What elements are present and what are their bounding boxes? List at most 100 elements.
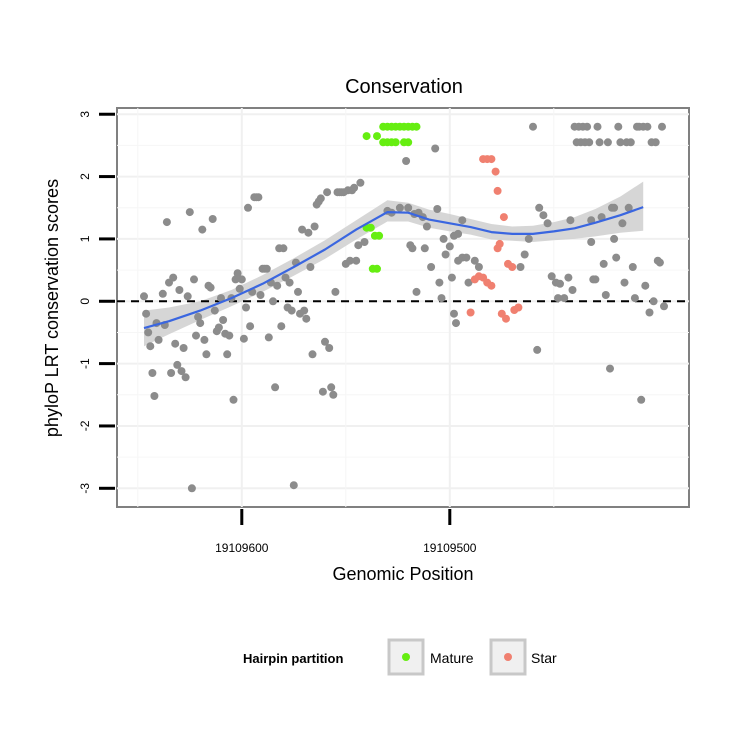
data-point-other [185, 208, 194, 217]
data-point-other [651, 138, 660, 147]
data-point-star [493, 186, 502, 195]
data-point-other [294, 287, 302, 296]
data-point-other [256, 291, 265, 299]
data-point-other [626, 138, 635, 147]
y-tick-label: -2 [78, 420, 92, 431]
data-point-mature [412, 122, 421, 131]
data-point-other [194, 312, 203, 321]
data-point-other [566, 216, 575, 225]
data-point-other [210, 306, 219, 315]
data-point-other [264, 333, 273, 342]
data-point-star [502, 314, 510, 323]
data-point-other [614, 122, 623, 131]
data-point-other [433, 205, 442, 213]
data-point-other [146, 342, 155, 351]
data-point-other [435, 278, 444, 287]
points-layer [140, 122, 668, 493]
data-point-mature [362, 132, 371, 141]
data-point-other [310, 222, 319, 231]
data-point-other [655, 258, 664, 267]
data-point-other [196, 319, 205, 328]
y-tick-label: 2 [78, 173, 92, 180]
data-point-other [402, 157, 411, 165]
data-point-other [206, 283, 215, 292]
y-axis-title: phyloP LRT conservation scores [42, 179, 62, 437]
data-point-other [144, 328, 153, 337]
data-point-other [470, 256, 479, 265]
data-point-other [350, 183, 359, 192]
data-point-other [181, 373, 190, 382]
data-point-other [520, 250, 529, 259]
data-point-other [612, 253, 621, 262]
data-point-other [271, 383, 280, 392]
data-point-other [658, 122, 666, 131]
data-point-other [158, 289, 167, 298]
data-point-other [200, 335, 209, 344]
smooth-line [143, 206, 644, 330]
smooth-line-layer [143, 206, 644, 330]
legend-label-star: Star [531, 650, 557, 666]
data-point-other [202, 350, 211, 359]
data-point-other [603, 138, 612, 147]
data-point-other [325, 344, 334, 352]
data-point-other [287, 306, 296, 315]
data-point-other [637, 395, 646, 404]
data-point-mature [391, 138, 400, 147]
legend-marker-mature [402, 653, 410, 661]
data-point-other [246, 322, 255, 331]
data-point-other [229, 395, 238, 404]
data-point-other [148, 369, 157, 377]
data-point-other [529, 122, 537, 131]
data-point-other [450, 309, 458, 318]
data-point-other [452, 319, 460, 328]
chart-title: Conservation [345, 76, 463, 98]
data-point-other [231, 275, 240, 284]
axes-layer: -3 -2 -1 0 1 2 3 19109600 19109500 [78, 111, 477, 555]
data-point-other [610, 203, 619, 212]
data-point-star [487, 155, 496, 164]
data-point-star [499, 213, 508, 222]
data-point-other [308, 350, 317, 359]
data-point-other [660, 302, 668, 311]
data-point-star [493, 244, 502, 253]
legend-marker-star [504, 653, 512, 661]
data-point-other [277, 322, 286, 331]
data-point-other [162, 218, 171, 227]
data-point-mature [366, 223, 375, 232]
data-point-other [601, 291, 610, 299]
data-point-other [616, 138, 625, 147]
data-point-other [618, 219, 627, 228]
data-point-other [641, 281, 650, 290]
data-point-other [237, 275, 246, 284]
data-point-mature [404, 138, 413, 147]
data-point-mature [373, 132, 381, 141]
data-point-other [630, 294, 639, 303]
data-point-other [591, 275, 600, 284]
data-point-other [318, 387, 327, 396]
data-point-other [404, 203, 413, 212]
data-point-other [208, 215, 217, 223]
data-point-other [595, 138, 604, 147]
data-point-other [599, 259, 608, 268]
data-point-other [395, 203, 404, 212]
data-point-other [583, 122, 592, 131]
data-point-other [306, 263, 315, 271]
data-point-other [356, 178, 365, 187]
data-point-other [412, 287, 421, 296]
data-point-other [329, 390, 338, 399]
data-point-other [142, 309, 151, 318]
data-point-star [470, 275, 479, 284]
data-point-other [556, 279, 564, 288]
data-point-other [547, 272, 556, 281]
legend-title: Hairpin partition [243, 651, 343, 666]
data-point-other [273, 281, 282, 290]
data-point-other [643, 122, 652, 131]
data-point-other [360, 238, 369, 246]
data-point-other [262, 264, 271, 273]
data-point-other [454, 229, 463, 238]
y-tick-label: 3 [78, 111, 92, 118]
data-point-other [420, 244, 429, 253]
data-point-other [242, 303, 250, 312]
data-point-star [508, 263, 517, 271]
